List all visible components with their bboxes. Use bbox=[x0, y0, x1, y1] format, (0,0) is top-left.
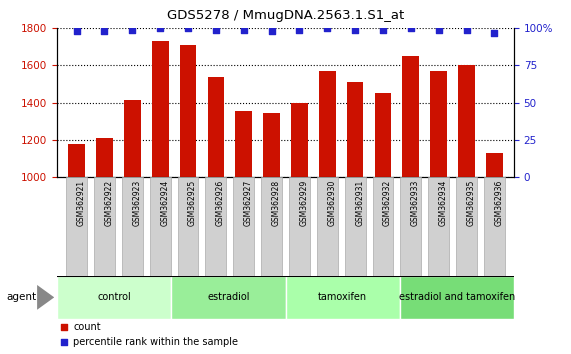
FancyBboxPatch shape bbox=[94, 177, 115, 276]
Text: GSM362924: GSM362924 bbox=[160, 180, 169, 226]
Text: GSM362929: GSM362929 bbox=[299, 180, 308, 226]
FancyBboxPatch shape bbox=[261, 177, 282, 276]
Point bbox=[59, 324, 69, 329]
Bar bbox=[69, 144, 85, 177]
Point bbox=[211, 27, 220, 33]
FancyBboxPatch shape bbox=[234, 177, 254, 276]
Text: GSM362928: GSM362928 bbox=[272, 180, 280, 226]
Point bbox=[323, 25, 332, 31]
Text: agent: agent bbox=[7, 292, 37, 302]
Text: GSM362931: GSM362931 bbox=[355, 180, 364, 226]
FancyBboxPatch shape bbox=[66, 177, 87, 276]
FancyBboxPatch shape bbox=[400, 177, 421, 276]
Polygon shape bbox=[37, 285, 54, 310]
FancyBboxPatch shape bbox=[456, 177, 477, 276]
Point bbox=[100, 28, 109, 34]
Text: tamoxifen: tamoxifen bbox=[318, 292, 367, 302]
FancyBboxPatch shape bbox=[289, 177, 310, 276]
Point bbox=[183, 25, 192, 31]
FancyBboxPatch shape bbox=[372, 177, 393, 276]
Bar bbox=[180, 45, 196, 177]
Bar bbox=[263, 113, 280, 177]
Bar bbox=[400, 276, 514, 319]
Point bbox=[351, 27, 360, 33]
Bar bbox=[403, 56, 419, 177]
Point bbox=[59, 340, 69, 346]
FancyBboxPatch shape bbox=[345, 177, 365, 276]
Bar bbox=[486, 153, 502, 177]
FancyBboxPatch shape bbox=[150, 177, 171, 276]
Bar bbox=[291, 103, 308, 177]
Point bbox=[239, 27, 248, 33]
Bar bbox=[286, 276, 400, 319]
Bar bbox=[207, 77, 224, 177]
Point bbox=[434, 27, 443, 33]
Text: GSM362926: GSM362926 bbox=[216, 180, 225, 226]
Point bbox=[128, 27, 137, 33]
Text: GSM362936: GSM362936 bbox=[494, 180, 504, 226]
Bar bbox=[96, 138, 113, 177]
FancyBboxPatch shape bbox=[122, 177, 143, 276]
Text: GSM362921: GSM362921 bbox=[77, 180, 86, 226]
Bar bbox=[152, 41, 168, 177]
FancyBboxPatch shape bbox=[428, 177, 449, 276]
FancyBboxPatch shape bbox=[206, 177, 226, 276]
Point bbox=[490, 30, 499, 36]
Point bbox=[155, 25, 164, 31]
Point bbox=[295, 27, 304, 33]
Text: control: control bbox=[97, 292, 131, 302]
Bar bbox=[319, 71, 336, 177]
Text: GDS5278 / MmugDNA.2563.1.S1_at: GDS5278 / MmugDNA.2563.1.S1_at bbox=[167, 9, 404, 22]
Bar bbox=[235, 111, 252, 177]
Bar bbox=[458, 65, 475, 177]
Text: estradiol: estradiol bbox=[207, 292, 250, 302]
Bar bbox=[124, 100, 140, 177]
Text: estradiol and tamoxifen: estradiol and tamoxifen bbox=[399, 292, 515, 302]
Text: GSM362922: GSM362922 bbox=[104, 180, 114, 226]
Text: GSM362933: GSM362933 bbox=[411, 180, 420, 226]
FancyBboxPatch shape bbox=[178, 177, 199, 276]
Bar bbox=[375, 93, 391, 177]
Point bbox=[72, 28, 81, 34]
Point bbox=[462, 27, 471, 33]
Text: GSM362935: GSM362935 bbox=[467, 180, 476, 226]
Point bbox=[267, 28, 276, 34]
FancyBboxPatch shape bbox=[484, 177, 505, 276]
Point bbox=[407, 25, 416, 31]
Text: percentile rank within the sample: percentile rank within the sample bbox=[73, 337, 238, 348]
Text: GSM362927: GSM362927 bbox=[244, 180, 253, 226]
FancyBboxPatch shape bbox=[317, 177, 337, 276]
Text: count: count bbox=[73, 321, 100, 332]
Text: GSM362925: GSM362925 bbox=[188, 180, 197, 226]
Point bbox=[379, 27, 388, 33]
Text: GSM362930: GSM362930 bbox=[327, 180, 336, 226]
Bar bbox=[347, 82, 364, 177]
Text: GSM362923: GSM362923 bbox=[132, 180, 141, 226]
Bar bbox=[57, 276, 171, 319]
Bar bbox=[171, 276, 286, 319]
Text: GSM362934: GSM362934 bbox=[439, 180, 448, 226]
Text: GSM362932: GSM362932 bbox=[383, 180, 392, 226]
Bar bbox=[431, 71, 447, 177]
